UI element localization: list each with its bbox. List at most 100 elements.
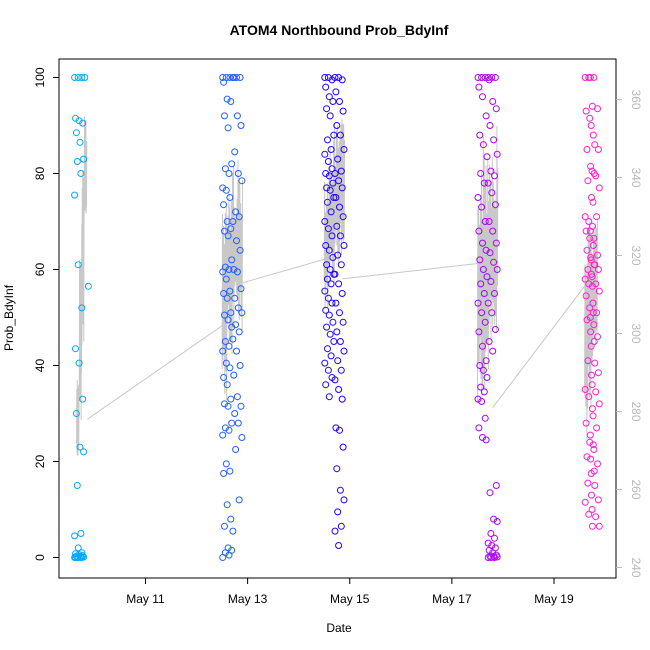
data-point — [340, 496, 348, 504]
data-point — [76, 138, 84, 146]
data-point — [81, 74, 89, 81]
data-point — [72, 129, 80, 137]
data-point — [491, 201, 499, 209]
data-point — [587, 256, 595, 264]
data-point — [479, 93, 486, 101]
data-point — [225, 266, 233, 273]
data-point — [483, 273, 491, 281]
data-point — [227, 309, 235, 317]
data-point — [227, 395, 235, 403]
data-point — [333, 222, 341, 230]
data-point — [324, 275, 331, 283]
data-point — [321, 359, 329, 367]
data-point — [484, 539, 492, 547]
data-point — [330, 194, 338, 201]
data-point — [581, 498, 589, 506]
data-point — [587, 455, 595, 463]
secondary-connector — [86, 325, 223, 420]
data-point — [327, 146, 335, 153]
data-point — [78, 74, 86, 81]
data-point — [338, 76, 346, 84]
data-point — [475, 227, 483, 235]
data-point — [330, 338, 338, 345]
data-point — [223, 95, 231, 103]
data-point — [582, 227, 590, 235]
data-point — [219, 268, 227, 276]
y2-tick-label: 260 — [629, 479, 643, 499]
data-point — [222, 275, 230, 283]
data-point — [489, 227, 497, 235]
data-point — [225, 342, 233, 350]
data-point — [71, 74, 79, 81]
secondary-segment — [221, 159, 243, 401]
data-point — [585, 510, 593, 518]
data-point — [589, 198, 597, 206]
data-point — [595, 287, 603, 295]
data-point — [589, 412, 597, 420]
data-point — [73, 158, 81, 165]
data-point — [336, 309, 343, 317]
data-point — [591, 261, 599, 269]
data-point — [340, 146, 348, 153]
data-point — [489, 347, 497, 355]
data-point — [237, 285, 245, 293]
data-point — [226, 467, 234, 475]
data-point — [331, 270, 339, 278]
data-point — [224, 232, 232, 240]
y2-tick-label: 240 — [629, 557, 643, 577]
data-points — [71, 74, 603, 561]
data-point — [590, 446, 598, 453]
data-point — [220, 374, 228, 381]
y-axis-right: 240 260 280 300 320 340 360 — [616, 89, 643, 578]
data-point — [325, 172, 333, 180]
y-tick-label: 100 — [33, 67, 47, 87]
data-point — [336, 486, 344, 494]
data-point — [233, 237, 240, 245]
data-point — [324, 198, 331, 206]
data-point — [480, 388, 488, 396]
data-point — [77, 530, 85, 537]
data-point — [219, 74, 227, 81]
data-point — [592, 388, 600, 396]
data-point — [587, 162, 595, 170]
data-point — [490, 515, 498, 523]
data-point — [222, 359, 230, 367]
data-point — [219, 184, 227, 192]
data-point — [226, 74, 234, 81]
data-point — [72, 410, 80, 417]
data-point — [483, 374, 491, 381]
data-point — [487, 167, 495, 175]
data-point — [586, 314, 594, 321]
data-point — [329, 179, 337, 187]
data-point — [593, 424, 601, 432]
data-point — [323, 323, 331, 331]
data-point — [235, 213, 243, 221]
data-point — [487, 278, 495, 285]
data-point — [587, 470, 595, 477]
data-point — [581, 275, 589, 283]
data-point — [586, 438, 594, 446]
data-point — [474, 395, 482, 403]
data-point — [489, 98, 497, 105]
data-point — [592, 172, 600, 180]
data-point — [583, 453, 591, 461]
data-point — [221, 227, 228, 235]
data-point — [486, 122, 494, 129]
data-point — [321, 150, 329, 158]
y2-tick-label: 340 — [629, 167, 643, 187]
data-point — [234, 304, 242, 312]
data-point — [329, 318, 337, 326]
y-tick-label: 40 — [33, 359, 47, 373]
data-point — [332, 194, 340, 201]
data-point — [588, 405, 596, 413]
data-point — [222, 186, 230, 194]
data-point — [585, 280, 593, 288]
data-point — [586, 114, 594, 122]
data-point — [492, 105, 500, 113]
data-point — [236, 362, 244, 369]
data-point — [235, 496, 243, 504]
data-point — [223, 381, 231, 389]
data-point — [326, 112, 334, 120]
y2-tick-label: 360 — [629, 89, 643, 109]
data-point — [590, 321, 598, 329]
